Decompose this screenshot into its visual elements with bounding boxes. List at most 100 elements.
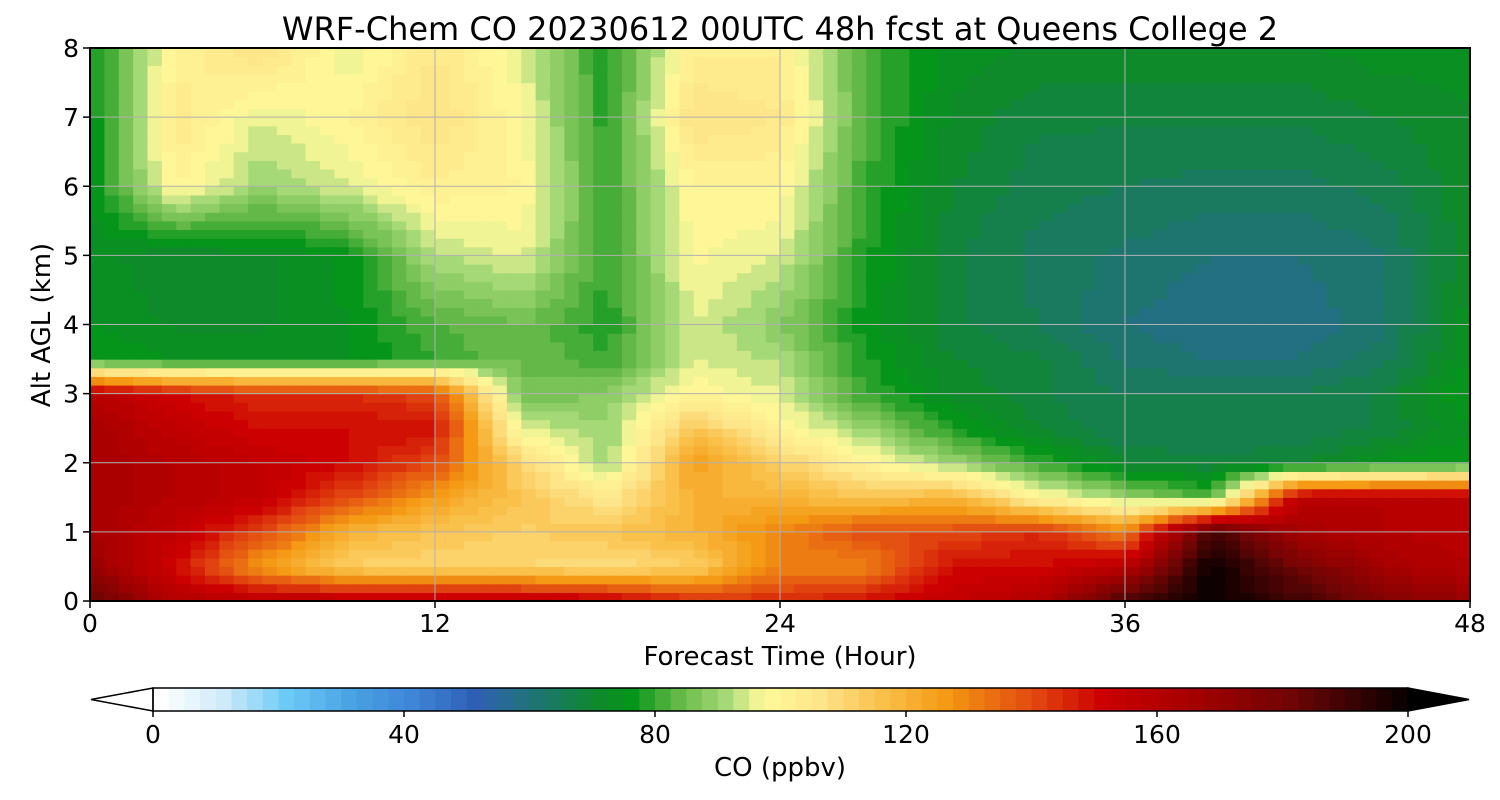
heatmap-cell [1455, 531, 1470, 542]
heatmap-cell [1139, 462, 1155, 472]
heatmap-cell [348, 333, 364, 343]
heatmap-cell [607, 212, 623, 222]
heatmap-cell [1053, 523, 1069, 533]
heatmap-cell [636, 367, 652, 377]
heatmap-cell [837, 454, 853, 464]
heatmap-cell [923, 168, 939, 179]
heatmap-cell [665, 315, 680, 326]
heatmap-cell [1383, 333, 1399, 343]
heatmap-cell [808, 523, 824, 533]
heatmap-cell [463, 203, 479, 213]
heatmap-cell [1455, 264, 1470, 274]
heatmap-cell [1240, 410, 1255, 421]
heatmap-cell [1240, 454, 1255, 464]
heatmap-cell [1369, 229, 1385, 239]
heatmap-cell [593, 367, 609, 377]
heatmap-cell [607, 272, 623, 282]
heatmap-cell [506, 419, 522, 429]
heatmap-cell [262, 229, 278, 239]
heatmap-cell [233, 428, 249, 438]
heatmap-cell [650, 238, 666, 248]
heatmap-cell [866, 376, 882, 386]
heatmap-cell [895, 445, 910, 455]
heatmap-cell [118, 480, 134, 490]
heatmap-cell [952, 445, 968, 455]
heatmap-cell [981, 410, 997, 421]
heatmap-cell [1196, 229, 1212, 239]
heatmap-cell [320, 454, 335, 464]
heatmap-cell [751, 557, 767, 568]
heatmap-cell [1038, 471, 1054, 481]
heatmap-cell [564, 471, 580, 481]
heatmap-cell [650, 315, 666, 326]
heatmap-cell [492, 350, 508, 360]
heatmap-cell [176, 557, 192, 568]
heatmap-cell [348, 540, 364, 550]
heatmap-cell [679, 471, 695, 481]
heatmap-cell [521, 393, 537, 403]
heatmap-cell [406, 238, 422, 248]
heatmap-cell [377, 281, 393, 291]
heatmap-cell [736, 592, 752, 601]
heatmap-cell [564, 410, 580, 421]
heatmap-cell [1369, 194, 1385, 205]
heatmap-cell [449, 514, 465, 524]
heatmap-cell [190, 454, 206, 464]
heatmap-cell [463, 462, 479, 472]
heatmap-cell [550, 566, 565, 576]
heatmap-cell [794, 557, 810, 568]
heatmap-cell [1010, 480, 1025, 490]
heatmap-cell [765, 592, 781, 601]
heatmap-cell [1326, 393, 1342, 403]
heatmap-cell [449, 281, 465, 291]
heatmap-cell [478, 315, 494, 326]
heatmap-cell [1125, 220, 1140, 231]
heatmap-cell [1297, 359, 1313, 369]
heatmap-cell [995, 583, 1011, 593]
heatmap-cell [751, 255, 767, 265]
heatmap-cell [363, 480, 379, 490]
heatmap-cell [420, 264, 436, 274]
heatmap-cell [607, 333, 623, 343]
heatmap-cell [334, 531, 350, 542]
heatmap-cell [90, 194, 105, 205]
heatmap-cell [463, 376, 479, 386]
heatmap-cell [966, 307, 982, 317]
heatmap-cell [1153, 168, 1169, 179]
heatmap-cell [650, 497, 666, 507]
heatmap-cell [607, 350, 623, 360]
heatmap-cell [1268, 376, 1284, 386]
heatmap-cell [621, 367, 637, 377]
heatmap-cell [751, 341, 767, 352]
heatmap-cell [578, 592, 594, 601]
heatmap-cell [981, 203, 997, 213]
heatmap-cell [1038, 480, 1054, 490]
heatmap-cell [823, 384, 839, 395]
heatmap-cell [808, 272, 824, 282]
heatmap-cell [722, 333, 738, 343]
heatmap-cell [1038, 160, 1054, 170]
heatmap-cell [406, 454, 422, 464]
heatmap-cell [521, 168, 537, 179]
heatmap-cell [1081, 583, 1097, 593]
heatmap-cell [1311, 428, 1327, 438]
heatmap-cell [995, 393, 1011, 403]
heatmap-cell [1240, 177, 1255, 187]
heatmap-cell [722, 359, 738, 369]
heatmap-cell [765, 488, 781, 498]
heatmap-cell [176, 480, 192, 490]
heatmap-cell [1168, 419, 1184, 429]
heatmap-cell [320, 194, 335, 205]
heatmap-cell [808, 307, 824, 317]
heatmap-cell [938, 255, 954, 265]
heatmap-cell [161, 203, 177, 213]
heatmap-cell [147, 549, 163, 559]
heatmap-cell [1024, 177, 1040, 187]
heatmap-cell [377, 428, 393, 438]
heatmap-cell [463, 480, 479, 490]
heatmap-cell [1369, 220, 1385, 231]
heatmap-cell [305, 238, 321, 248]
heatmap-cell [866, 298, 882, 308]
heatmap-cell [320, 531, 335, 542]
heatmap-cell [205, 264, 220, 274]
